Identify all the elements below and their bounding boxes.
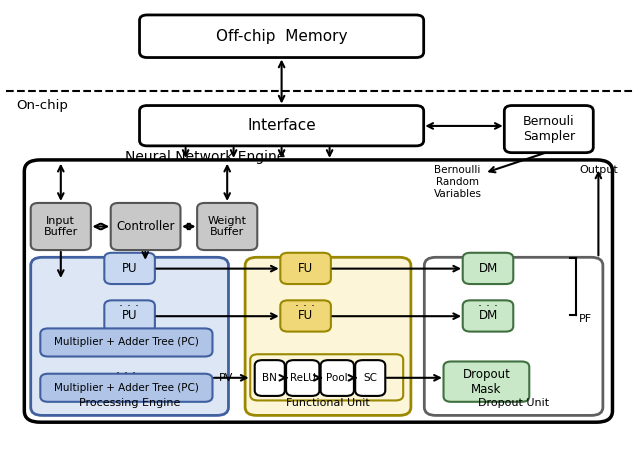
Text: Controller: Controller bbox=[116, 220, 175, 233]
Text: Multiplier + Adder Tree (PC): Multiplier + Adder Tree (PC) bbox=[54, 383, 199, 393]
Text: Input
Buffer: Input Buffer bbox=[44, 216, 78, 237]
Text: Processing Engine: Processing Engine bbox=[79, 398, 180, 408]
Text: Weight
Buffer: Weight Buffer bbox=[208, 216, 246, 237]
FancyBboxPatch shape bbox=[40, 374, 212, 402]
Text: On-chip: On-chip bbox=[16, 99, 68, 112]
FancyBboxPatch shape bbox=[444, 361, 529, 402]
Text: Multiplier + Adder Tree (PC): Multiplier + Adder Tree (PC) bbox=[54, 337, 199, 347]
Text: PU: PU bbox=[122, 309, 138, 323]
Text: Interface: Interface bbox=[247, 118, 316, 133]
FancyBboxPatch shape bbox=[286, 360, 319, 396]
Text: . . .: . . . bbox=[295, 296, 316, 308]
Text: FU: FU bbox=[298, 262, 313, 275]
FancyBboxPatch shape bbox=[40, 328, 212, 357]
Text: . . .: . . . bbox=[119, 296, 140, 308]
Text: PF: PF bbox=[579, 314, 593, 324]
Text: Neural Network Engine: Neural Network Engine bbox=[125, 150, 285, 164]
FancyBboxPatch shape bbox=[321, 360, 354, 396]
Text: DM: DM bbox=[478, 262, 498, 275]
FancyBboxPatch shape bbox=[280, 300, 331, 332]
FancyBboxPatch shape bbox=[111, 203, 180, 250]
Text: Bernoulli
Random
Variables: Bernoulli Random Variables bbox=[434, 165, 481, 198]
FancyBboxPatch shape bbox=[255, 360, 285, 396]
FancyBboxPatch shape bbox=[250, 354, 403, 400]
FancyBboxPatch shape bbox=[140, 106, 424, 146]
FancyBboxPatch shape bbox=[245, 257, 411, 415]
Text: SC: SC bbox=[364, 373, 377, 383]
FancyBboxPatch shape bbox=[104, 253, 155, 284]
FancyBboxPatch shape bbox=[197, 203, 257, 250]
FancyBboxPatch shape bbox=[424, 257, 603, 415]
FancyBboxPatch shape bbox=[24, 160, 612, 422]
FancyBboxPatch shape bbox=[31, 203, 91, 250]
Text: DM: DM bbox=[478, 309, 498, 323]
FancyBboxPatch shape bbox=[504, 106, 593, 153]
FancyBboxPatch shape bbox=[463, 300, 513, 332]
Text: . . .: . . . bbox=[116, 363, 136, 376]
Text: Functional Unit: Functional Unit bbox=[286, 398, 370, 408]
FancyBboxPatch shape bbox=[104, 300, 155, 332]
Text: PU: PU bbox=[122, 262, 138, 275]
Text: Bernouli
Sampler: Bernouli Sampler bbox=[523, 115, 575, 143]
FancyBboxPatch shape bbox=[355, 360, 385, 396]
FancyBboxPatch shape bbox=[280, 253, 331, 284]
Text: Dropout Unit: Dropout Unit bbox=[478, 398, 549, 408]
Text: FU: FU bbox=[298, 309, 313, 323]
Text: . . .: . . . bbox=[477, 296, 498, 308]
FancyBboxPatch shape bbox=[140, 15, 424, 58]
Text: Output: Output bbox=[579, 165, 618, 175]
Text: Pool: Pool bbox=[326, 373, 348, 383]
FancyBboxPatch shape bbox=[463, 253, 513, 284]
FancyBboxPatch shape bbox=[31, 257, 228, 415]
Text: Off-chip  Memory: Off-chip Memory bbox=[216, 29, 348, 44]
Text: ReLU: ReLU bbox=[290, 373, 316, 383]
Text: PV: PV bbox=[219, 373, 233, 383]
Text: BN: BN bbox=[262, 373, 277, 383]
Text: Dropout
Mask: Dropout Mask bbox=[463, 368, 510, 395]
